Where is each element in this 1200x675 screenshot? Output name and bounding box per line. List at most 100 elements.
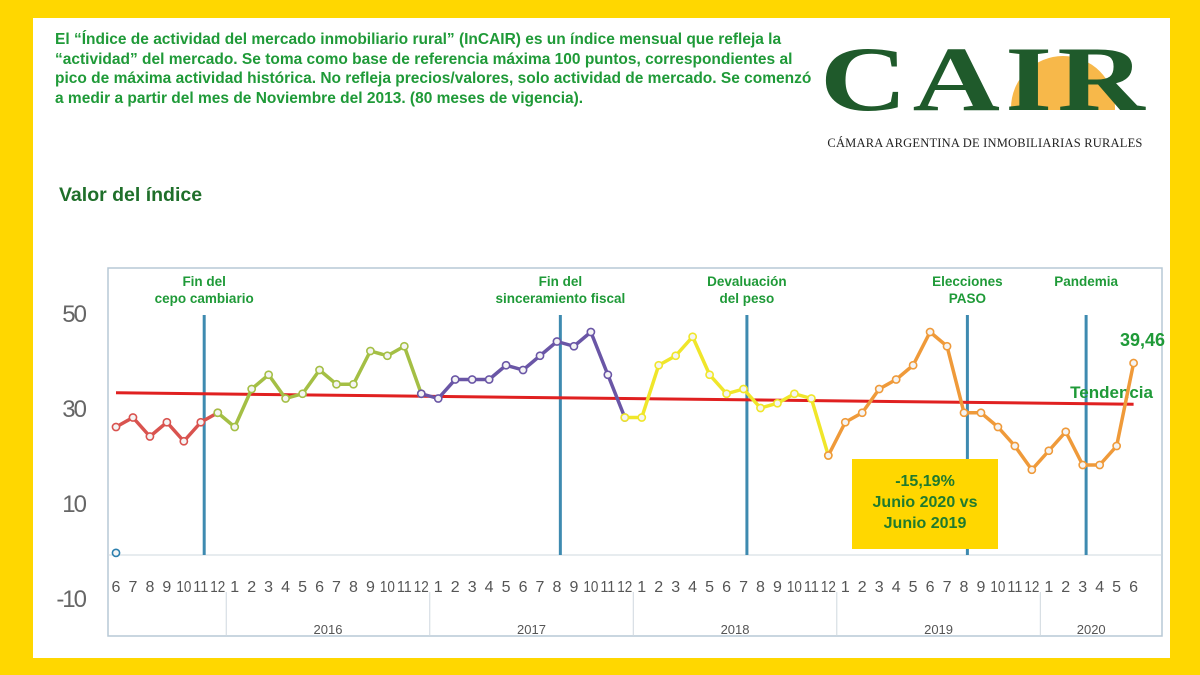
- month-tick-label: 9: [162, 579, 171, 596]
- event-label: Fin del: [539, 274, 583, 289]
- intro-paragraph: El “Índice de actividad del mercado inmo…: [55, 31, 812, 107]
- data-point: [213, 408, 223, 418]
- data-point: [569, 341, 579, 351]
- last-value-label: 39,46: [1120, 330, 1165, 350]
- data-point: [1095, 460, 1105, 470]
- month-tick-label: 4: [485, 579, 494, 596]
- month-tick-label: 7: [943, 579, 952, 596]
- data-point: [518, 365, 528, 375]
- y-tick-label: -10: [56, 586, 86, 613]
- month-tick-label: 4: [281, 579, 290, 596]
- data-point: [908, 360, 918, 370]
- data-point: [722, 389, 731, 399]
- data-point: [196, 417, 206, 427]
- data-point: [382, 351, 392, 361]
- month-tick-label: 11: [600, 579, 615, 596]
- data-point: [891, 375, 901, 384]
- month-tick-label: 7: [536, 579, 545, 596]
- month-tick-label: 3: [264, 579, 273, 596]
- month-tick-label: 2: [247, 579, 256, 596]
- month-tick-label: 11: [804, 579, 819, 596]
- month-tick-label: 12: [414, 579, 429, 596]
- month-tick-label: 10: [583, 579, 598, 596]
- month-tick-label: 9: [366, 579, 375, 596]
- month-tick-label: 6: [1129, 579, 1138, 596]
- data-point: [637, 413, 647, 422]
- month-tick-label: 8: [960, 579, 969, 596]
- month-tick-label: 7: [332, 579, 341, 596]
- month-tick-label: 12: [210, 579, 225, 596]
- data-point: [756, 403, 765, 413]
- month-tick-label: 9: [977, 579, 986, 596]
- month-tick-label: 12: [1024, 579, 1039, 596]
- data-point: [433, 394, 443, 403]
- month-tick-label: 11: [397, 579, 412, 596]
- month-tick-label: 10: [990, 579, 1005, 596]
- data-point: [603, 370, 613, 380]
- data-point: [823, 451, 833, 460]
- callout-text: Junio 2020 vs: [873, 494, 978, 511]
- chart-frame: [107, 267, 1163, 637]
- series-line: [420, 330, 627, 419]
- month-tick-label: 9: [569, 579, 578, 596]
- content-panel: El “Índice de actividad del mercado inmo…: [33, 18, 1170, 658]
- year-label: 2020: [1077, 622, 1106, 637]
- month-tick-label: 3: [875, 579, 884, 596]
- event-label: cepo cambiario: [155, 291, 254, 306]
- data-point: [332, 379, 341, 389]
- y-tick-label: 30: [62, 396, 86, 423]
- year-label: 2018: [721, 622, 750, 637]
- data-point: [1112, 441, 1122, 451]
- month-tick-label: 6: [112, 579, 121, 596]
- callout-box: [852, 459, 998, 549]
- y-tick-label: 50: [62, 301, 86, 328]
- data-point: [654, 360, 664, 370]
- month-tick-label: 5: [502, 579, 511, 596]
- month-tick-label: 1: [637, 579, 646, 596]
- year-label: 2016: [314, 622, 343, 637]
- month-tick-label: 5: [705, 579, 714, 596]
- data-point: [416, 389, 426, 399]
- month-tick-label: 2: [1061, 579, 1070, 596]
- logo-wordmark: CAIR: [820, 36, 1150, 130]
- data-point-outlier: [111, 548, 121, 558]
- month-tick-label: 1: [1044, 579, 1053, 596]
- data-point: [620, 413, 630, 422]
- event-label: Fin del: [182, 274, 226, 289]
- data-point: [840, 417, 850, 427]
- month-tick-label: 1: [841, 579, 850, 596]
- data-point: [773, 398, 782, 408]
- data-point: [162, 417, 172, 427]
- data-point: [450, 375, 460, 384]
- data-point: [247, 384, 257, 394]
- data-point: [281, 394, 290, 403]
- data-point: [993, 422, 1003, 432]
- trend-line: [115, 391, 1134, 406]
- month-tick-label: 6: [926, 579, 935, 596]
- month-tick-label: 5: [298, 579, 307, 596]
- month-tick-label: 12: [617, 579, 632, 596]
- data-point: [399, 341, 409, 351]
- data-point: [790, 389, 799, 399]
- month-tick-label: 3: [468, 579, 477, 596]
- month-tick-label: 8: [349, 579, 358, 596]
- month-tick-label: 9: [773, 579, 782, 596]
- month-tick-label: 7: [129, 579, 138, 596]
- event-label: sinceramiento fiscal: [495, 291, 625, 306]
- event-label: del peso: [720, 291, 775, 306]
- month-tick-label: 1: [230, 579, 239, 596]
- month-tick-label: 2: [451, 579, 460, 596]
- month-tick-label: 6: [315, 579, 324, 596]
- month-tick-label: 4: [892, 579, 901, 596]
- data-point: [1044, 446, 1054, 456]
- callout-text: Junio 2019: [884, 515, 967, 532]
- month-tick-label: 1: [434, 579, 443, 596]
- month-tick-label: 7: [739, 579, 748, 596]
- data-point: [264, 370, 274, 380]
- data-point: [739, 384, 748, 394]
- month-tick-label: 5: [1112, 579, 1121, 596]
- index-chart: 2016 2017 2018 2019 2020 50 30 10 -10 Fin del ce…: [56, 267, 1165, 637]
- event-label: Elecciones: [932, 274, 1003, 289]
- data-point: [128, 413, 138, 422]
- data-point: [535, 351, 545, 361]
